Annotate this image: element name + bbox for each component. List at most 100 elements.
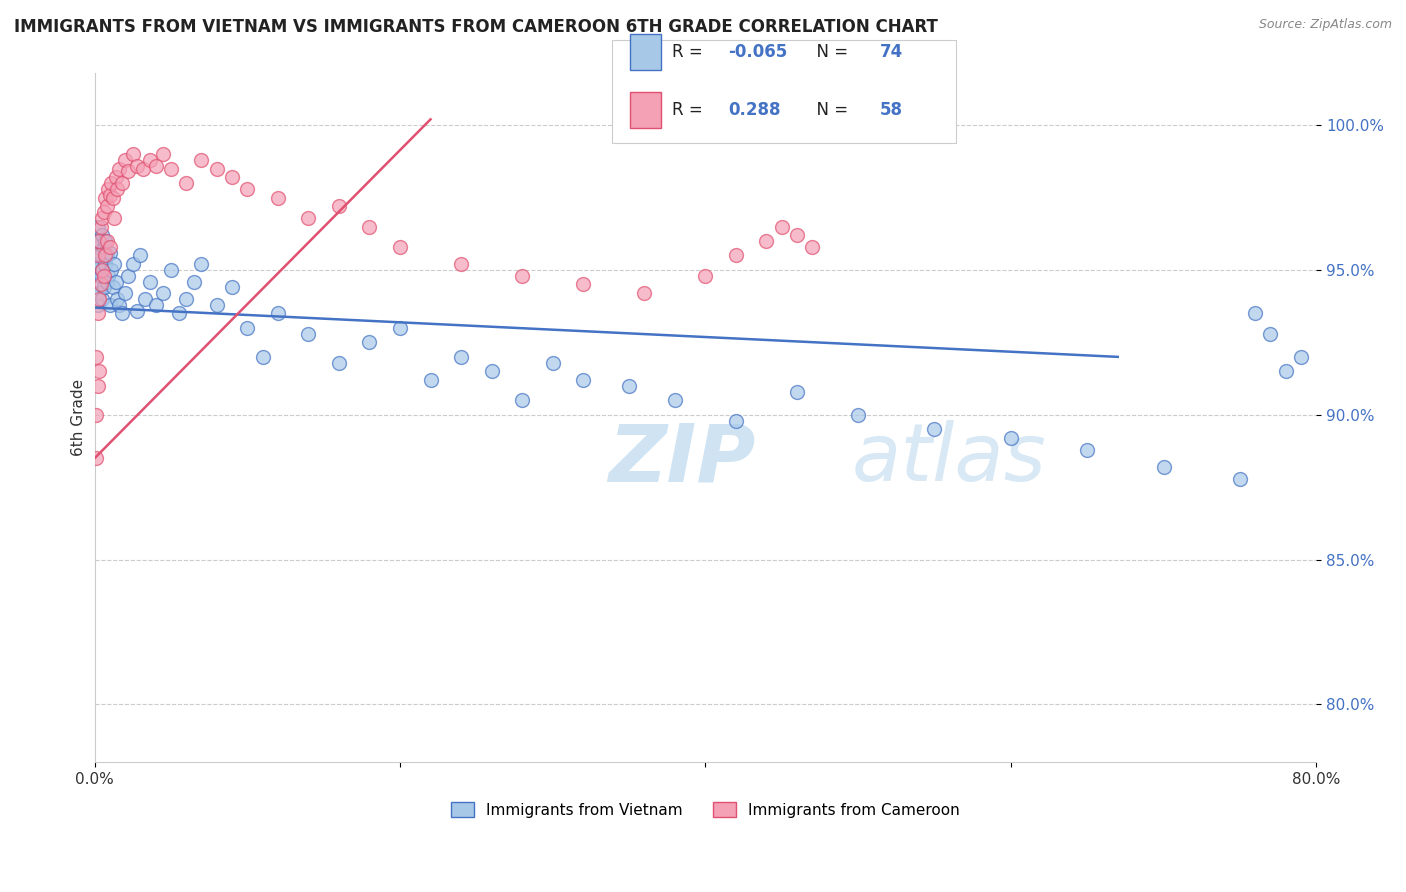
Text: IMMIGRANTS FROM VIETNAM VS IMMIGRANTS FROM CAMEROON 6TH GRADE CORRELATION CHART: IMMIGRANTS FROM VIETNAM VS IMMIGRANTS FR… bbox=[14, 18, 938, 36]
Point bbox=[89, 257, 111, 271]
Point bbox=[114, 153, 136, 167]
Point bbox=[167, 306, 190, 320]
Point bbox=[96, 275, 118, 289]
Point bbox=[1229, 471, 1251, 485]
Point bbox=[160, 263, 183, 277]
Point bbox=[96, 234, 118, 248]
Point bbox=[93, 205, 115, 219]
Point bbox=[388, 321, 411, 335]
Point bbox=[103, 257, 125, 271]
Point bbox=[94, 190, 117, 204]
Point bbox=[93, 280, 115, 294]
Point bbox=[252, 350, 274, 364]
Point bbox=[94, 234, 117, 248]
Point bbox=[90, 248, 112, 262]
Point bbox=[572, 277, 595, 292]
Point bbox=[1153, 459, 1175, 474]
Point bbox=[138, 153, 160, 167]
Point bbox=[86, 306, 108, 320]
Point bbox=[145, 159, 167, 173]
Point bbox=[84, 263, 107, 277]
Point bbox=[84, 248, 107, 262]
Text: -0.065: -0.065 bbox=[728, 43, 787, 61]
Point bbox=[90, 268, 112, 283]
Point bbox=[84, 408, 107, 422]
Legend: Immigrants from Vietnam, Immigrants from Cameroon: Immigrants from Vietnam, Immigrants from… bbox=[444, 796, 966, 823]
Point bbox=[924, 422, 946, 436]
Point bbox=[98, 298, 121, 312]
Point bbox=[297, 326, 319, 341]
Point bbox=[86, 379, 108, 393]
Point bbox=[89, 234, 111, 248]
Point bbox=[86, 240, 108, 254]
Point bbox=[121, 257, 143, 271]
Text: R =: R = bbox=[672, 43, 709, 61]
Point bbox=[695, 268, 717, 283]
Text: 58: 58 bbox=[880, 101, 903, 119]
Point bbox=[541, 356, 564, 370]
Point bbox=[97, 182, 120, 196]
Point bbox=[297, 211, 319, 225]
Point bbox=[114, 286, 136, 301]
Text: atlas: atlas bbox=[852, 420, 1046, 498]
Text: ZIP: ZIP bbox=[607, 420, 755, 498]
Point bbox=[481, 364, 503, 378]
Point bbox=[98, 245, 121, 260]
Point bbox=[174, 176, 197, 190]
Point bbox=[152, 147, 174, 161]
Point bbox=[190, 257, 212, 271]
Point bbox=[104, 275, 127, 289]
Point bbox=[1260, 326, 1282, 341]
Point bbox=[205, 161, 228, 176]
Point bbox=[152, 286, 174, 301]
Point bbox=[617, 379, 640, 393]
Point bbox=[134, 292, 156, 306]
Point bbox=[1244, 306, 1267, 320]
Point bbox=[100, 176, 122, 190]
Point bbox=[127, 303, 149, 318]
Point bbox=[91, 263, 114, 277]
Point bbox=[359, 335, 381, 350]
Point bbox=[89, 286, 111, 301]
Point bbox=[724, 248, 747, 262]
Point bbox=[97, 268, 120, 283]
Point bbox=[801, 240, 824, 254]
Point bbox=[104, 170, 127, 185]
Point bbox=[388, 240, 411, 254]
Text: R =: R = bbox=[672, 101, 713, 119]
Point bbox=[633, 286, 655, 301]
Point bbox=[117, 268, 139, 283]
Point bbox=[724, 414, 747, 428]
Text: N =: N = bbox=[806, 101, 853, 119]
Point bbox=[846, 408, 869, 422]
Point bbox=[117, 164, 139, 178]
Point bbox=[90, 219, 112, 234]
Point bbox=[450, 350, 472, 364]
Point bbox=[107, 182, 129, 196]
Point bbox=[111, 306, 134, 320]
Point bbox=[160, 161, 183, 176]
Point bbox=[174, 292, 197, 306]
Point bbox=[84, 234, 107, 248]
Point bbox=[328, 356, 350, 370]
Point bbox=[94, 257, 117, 271]
Point bbox=[93, 240, 115, 254]
Point bbox=[101, 190, 124, 204]
Point bbox=[84, 451, 107, 466]
Point bbox=[96, 248, 118, 262]
Point bbox=[755, 234, 778, 248]
Point bbox=[98, 240, 121, 254]
Point bbox=[190, 153, 212, 167]
Point bbox=[236, 182, 259, 196]
Point bbox=[359, 219, 381, 234]
Point bbox=[91, 292, 114, 306]
Point bbox=[510, 268, 533, 283]
Point bbox=[108, 161, 131, 176]
Point bbox=[103, 211, 125, 225]
Point bbox=[100, 263, 122, 277]
Point bbox=[267, 190, 290, 204]
Point bbox=[1289, 350, 1312, 364]
Point bbox=[108, 298, 131, 312]
Point bbox=[450, 257, 472, 271]
Point bbox=[89, 234, 111, 248]
